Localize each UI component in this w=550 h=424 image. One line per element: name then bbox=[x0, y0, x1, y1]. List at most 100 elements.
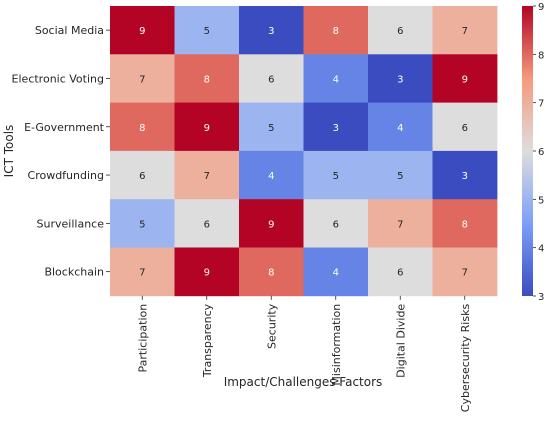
heatmap-cell bbox=[174, 247, 240, 297]
y-tick-label: Surveillance bbox=[37, 217, 105, 230]
heatmap-cell bbox=[239, 6, 304, 55]
heatmap-cell bbox=[303, 247, 369, 297]
heatmap-cell bbox=[174, 150, 240, 200]
y-axis-ticks: Social Media Electronic Voting E-Governmen… bbox=[12, 24, 110, 279]
heatmap-cell bbox=[368, 6, 433, 55]
heatmap-cell bbox=[303, 150, 369, 200]
heatmap-cell bbox=[239, 199, 304, 248]
x-tick-label: Digital Divide bbox=[394, 304, 407, 378]
cell-value-label: 7 bbox=[462, 26, 468, 37]
cell-value-label: 4 bbox=[397, 123, 403, 134]
cell-value-label: 3 bbox=[397, 74, 403, 85]
colorbar-tick-label: 9 bbox=[538, 2, 544, 13]
cell-value-label: 7 bbox=[397, 219, 403, 230]
heatmap-cell bbox=[432, 199, 498, 248]
colorbar-tick-label: 5 bbox=[538, 195, 544, 206]
heatmap-cell bbox=[368, 150, 433, 200]
cell-value-label: 9 bbox=[462, 74, 468, 85]
heatmap-cell bbox=[303, 6, 369, 55]
colorbar-tick-label: 8 bbox=[538, 50, 544, 61]
colorbar-ticks: 3 4 5 6 7 8 9 bbox=[533, 2, 544, 303]
y-tick-label: Social Media bbox=[35, 24, 104, 37]
cell-value-label: 6 bbox=[139, 171, 145, 182]
colorbar-tick-label: 3 bbox=[538, 292, 544, 303]
colorbar bbox=[522, 6, 533, 296]
heatmap-cell bbox=[174, 199, 240, 248]
cell-value-label: 3 bbox=[333, 123, 339, 134]
cell-value-label: 4 bbox=[268, 171, 274, 182]
cell-value-label: 8 bbox=[139, 123, 145, 134]
cell-value-label: 4 bbox=[333, 268, 339, 279]
heatmap-cell bbox=[432, 6, 498, 55]
cell-value-label: 6 bbox=[462, 123, 468, 134]
cell-value-label: 5 bbox=[397, 171, 403, 182]
heatmap-cell bbox=[432, 247, 498, 297]
heatmap-cell bbox=[174, 102, 240, 152]
cell-value-label: 5 bbox=[139, 219, 145, 230]
colorbar-tick-label: 6 bbox=[538, 147, 544, 158]
heatmap-cell bbox=[303, 54, 369, 103]
y-axis-label: ICT Tools bbox=[2, 125, 16, 178]
x-axis-label: Impact/Challenges Factors bbox=[224, 375, 383, 389]
cell-value-label: 9 bbox=[139, 26, 145, 37]
cell-value-label: 6 bbox=[204, 219, 210, 230]
y-tick-label: Blockchain bbox=[44, 266, 104, 279]
x-tick-label: Misinformation bbox=[330, 304, 343, 386]
cell-value-label: 8 bbox=[462, 219, 468, 230]
x-tick-label: Participation bbox=[136, 304, 149, 373]
heatmap-cell bbox=[432, 150, 498, 200]
y-tick-label: E-Government bbox=[24, 121, 105, 134]
heatmap-cell bbox=[368, 54, 433, 103]
heatmap-cell bbox=[110, 150, 175, 200]
cell-value-label: 6 bbox=[268, 74, 274, 85]
heatmap-cell bbox=[303, 102, 369, 152]
cell-value-label: 5 bbox=[333, 171, 339, 182]
heatmap-cell bbox=[432, 102, 498, 152]
cell-value-label: 7 bbox=[204, 171, 210, 182]
heatmap-cell bbox=[239, 150, 304, 200]
cell-value-label: 4 bbox=[333, 74, 339, 85]
heatmap-cell bbox=[174, 6, 240, 55]
heatmap-cell bbox=[174, 54, 240, 103]
cell-value-label: 6 bbox=[397, 26, 403, 37]
cell-value-label: 7 bbox=[139, 268, 145, 279]
heatmap-cells bbox=[110, 6, 498, 297]
heatmap-cell bbox=[239, 247, 304, 297]
cell-value-label: 3 bbox=[462, 171, 468, 182]
cell-value-label: 5 bbox=[204, 26, 210, 37]
cell-value-label: 9 bbox=[204, 123, 210, 134]
heatmap-cell bbox=[110, 247, 175, 297]
heatmap-cell bbox=[239, 54, 304, 103]
cell-value-label: 7 bbox=[139, 74, 145, 85]
heatmap-cell bbox=[110, 102, 175, 152]
cell-value-label: 3 bbox=[268, 26, 274, 37]
colorbar-tick-label: 7 bbox=[538, 99, 544, 110]
heatmap-cell-labels: 9 5 3 8 6 7 7 8 6 4 3 9 8 9 5 3 4 6 6 7 4 5 5 3 5 6 9 6 7 8 7 9 8 4 6 7 bbox=[139, 26, 468, 279]
colorbar-tick-label: 4 bbox=[538, 244, 544, 255]
heatmap-cell bbox=[432, 54, 498, 103]
x-tick-label: Transparency bbox=[201, 303, 214, 378]
cell-value-label: 7 bbox=[462, 268, 468, 279]
cell-value-label: 8 bbox=[204, 74, 210, 85]
cell-value-label: 6 bbox=[397, 268, 403, 279]
heatmap-cell bbox=[110, 6, 175, 55]
cell-value-label: 6 bbox=[333, 219, 339, 230]
heatmap-cell bbox=[110, 199, 175, 248]
heatmap-cell bbox=[368, 102, 433, 152]
heatmap-cell bbox=[239, 102, 304, 152]
heatmap-cell bbox=[303, 199, 369, 248]
x-tick-label: Cybersecurity Risks bbox=[459, 304, 472, 413]
cell-value-label: 5 bbox=[268, 123, 274, 134]
heatmap-cell bbox=[368, 199, 433, 248]
heatmap-cell bbox=[368, 247, 433, 297]
x-tick-label: Security bbox=[265, 303, 278, 349]
heatmap-cell bbox=[110, 54, 175, 103]
cell-value-label: 9 bbox=[204, 268, 210, 279]
cell-value-label: 8 bbox=[333, 26, 339, 37]
y-tick-label: Crowdfunding bbox=[28, 169, 104, 182]
x-axis-ticks: Participation Transparency Security Misinfo… bbox=[136, 295, 472, 413]
cell-value-label: 8 bbox=[268, 268, 274, 279]
y-tick-label: Electronic Voting bbox=[12, 72, 104, 85]
